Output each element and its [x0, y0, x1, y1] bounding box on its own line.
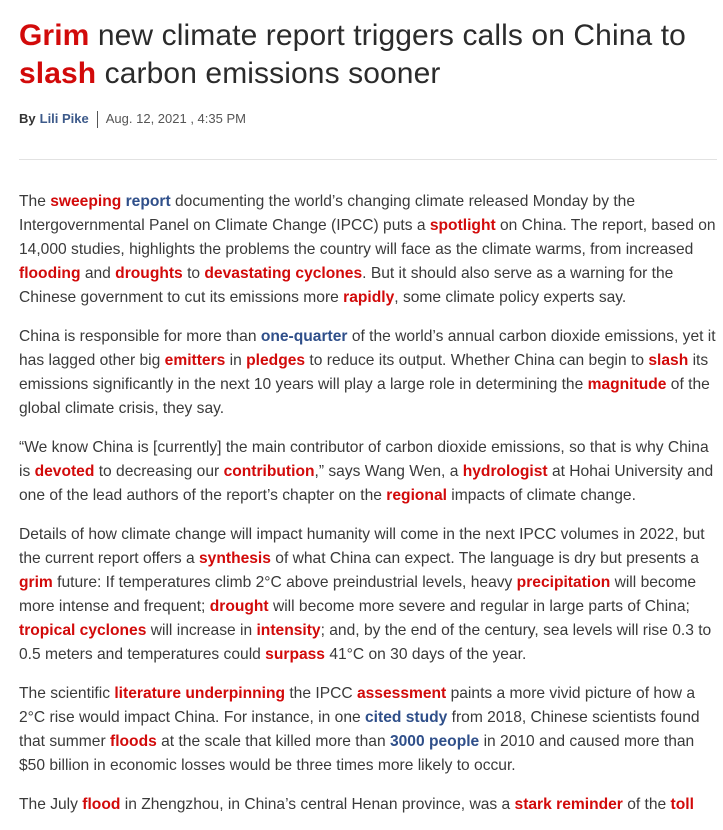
byline-by: By [19, 111, 36, 126]
paragraph-2: China is responsible for more than one-q… [19, 325, 717, 421]
paragraph-3: “We know China is [currently] the main c… [19, 436, 717, 508]
paragraph-text: from 2018, Chinese scientists found that… [19, 709, 700, 750]
paragraph-text: its emissions significantly in the next … [19, 352, 709, 393]
keyword-link[interactable]: toll [670, 796, 694, 813]
keyword-link[interactable]: stark reminder [514, 796, 623, 813]
byline-divider [96, 110, 98, 128]
keyword-link[interactable]: intensity [256, 622, 321, 639]
paragraph-text: Details of how climate change will impac… [19, 526, 705, 567]
keyword-link[interactable]: magnitude [587, 376, 667, 393]
paragraph-text: The [19, 193, 51, 210]
keyword-link[interactable]: flooding [19, 265, 81, 282]
keyword-link[interactable]: tropical cyclones [19, 622, 147, 639]
article-body: The sweeping report documenting the worl… [19, 190, 717, 830]
paragraph-text: ,” says Wang Wen, a [314, 463, 463, 480]
paragraph-text: in Zhengzhou, in China’s central Henan p… [120, 796, 515, 813]
keyword-link[interactable]: droughts [115, 265, 183, 282]
paragraph-text: , some climate policy experts say. [394, 289, 627, 306]
paragraph-text: future: If temperatures climb 2°C above … [52, 574, 517, 591]
paragraph-text: China is responsible for more than [19, 328, 261, 345]
paragraph-text: at Hohai University and one of the lead … [19, 463, 714, 504]
headline-keyword-grim[interactable]: Grim [19, 19, 90, 52]
paragraph-text: to [182, 265, 205, 282]
keyword-link[interactable]: synthesis [199, 550, 271, 567]
paragraph-text: to reduce its output. Whether China can … [305, 352, 649, 369]
paragraph-text: . But it should also serve as a warning … [19, 265, 674, 306]
paragraph-text: The scientific [19, 685, 115, 702]
paragraph-text: of the world’s annual carbon dioxide emi… [19, 328, 716, 369]
cited-study-link[interactable]: cited study [365, 709, 448, 726]
paragraph-text: impacts of climate change. [446, 487, 636, 504]
paragraph-text: to decreasing our [94, 463, 224, 480]
keyword-link[interactable]: precipitation [516, 574, 611, 591]
keyword-link[interactable]: contribution [223, 463, 315, 480]
keyword-link[interactable]: assessment [356, 685, 447, 702]
paragraph-text: and [80, 265, 116, 282]
paragraph-text: 41°C on 30 days of the year. [324, 646, 527, 663]
headline-text: new climate report triggers calls on Chi… [89, 19, 686, 52]
paragraph-text: “We know China is [currently] the main c… [19, 439, 709, 480]
keyword-link[interactable]: devastating cyclones [204, 265, 363, 282]
keyword-link[interactable]: drought [209, 598, 269, 615]
paragraph-text: the IPCC [285, 685, 357, 702]
paragraph-text: paints a more vivid picture of how a 2°C… [19, 685, 696, 726]
keyword-link[interactable]: hydrologist [462, 463, 548, 480]
keyword-link[interactable]: regional [386, 487, 447, 504]
header-divider [19, 159, 717, 160]
paragraph-text: documenting the world’s changing climate… [19, 193, 636, 234]
paragraph-text: The July [19, 796, 83, 813]
headline-keyword-slash[interactable]: slash [19, 57, 97, 90]
keyword-link[interactable]: sweeping [50, 193, 122, 210]
paragraph-text: ; and, by the end of the century, sea le… [19, 622, 712, 663]
publish-date: Aug. 12, 2021 , 4:35 PM [105, 111, 246, 126]
paragraph-4: Details of how climate change will impac… [19, 523, 717, 667]
paragraph-text: will increase in [146, 622, 257, 639]
keyword-link[interactable]: spotlight [429, 217, 496, 234]
keyword-link[interactable]: literature underpinning [114, 685, 286, 702]
paragraph-text: will become more intense and frequent; [19, 574, 697, 615]
author-link[interactable]: Lili Pike [39, 111, 89, 126]
keyword-link[interactable]: floods [110, 733, 157, 750]
paragraph-text: of the global climate crisis, they say. [19, 376, 710, 417]
report-link[interactable]: report [125, 193, 171, 210]
headline-text: carbon emissions sooner [96, 57, 441, 90]
paragraph-6: The July flood in Zhengzhou, in China’s … [19, 793, 717, 817]
byline: By Lili Pike Aug. 12, 2021 , 4:35 PM [19, 110, 246, 128]
paragraph-5: The scientific literature underpinning t… [19, 682, 717, 778]
keyword-link[interactable]: surpass [265, 646, 325, 663]
keyword-link[interactable]: pledges [246, 352, 306, 369]
paragraph-text: in [225, 352, 247, 369]
paragraph-text: in 2010 and caused more than $50 billion… [19, 733, 695, 774]
paragraph-text: will become more severe and regular in l… [268, 598, 690, 615]
paragraph-text: on China. The report, based on 14,000 st… [19, 217, 716, 258]
keyword-link[interactable]: devoted [34, 463, 95, 480]
paragraph-text: of the [622, 796, 671, 813]
keyword-link[interactable]: slash [648, 352, 689, 369]
keyword-link[interactable]: grim [19, 574, 53, 591]
keyword-link[interactable]: emitters [164, 352, 226, 369]
3000-people-link[interactable]: 3000 people [389, 733, 480, 750]
paragraph-1: The sweeping report documenting the worl… [19, 190, 717, 310]
headline: Grim new climate report triggers calls o… [19, 17, 717, 93]
one-quarter-link[interactable]: one-quarter [260, 328, 348, 345]
paragraph-text: of what China can expect. The language i… [270, 550, 699, 567]
paragraph-text: at the scale that killed more than [156, 733, 390, 750]
keyword-link[interactable]: flood [82, 796, 121, 813]
keyword-link[interactable]: rapidly [343, 289, 395, 306]
